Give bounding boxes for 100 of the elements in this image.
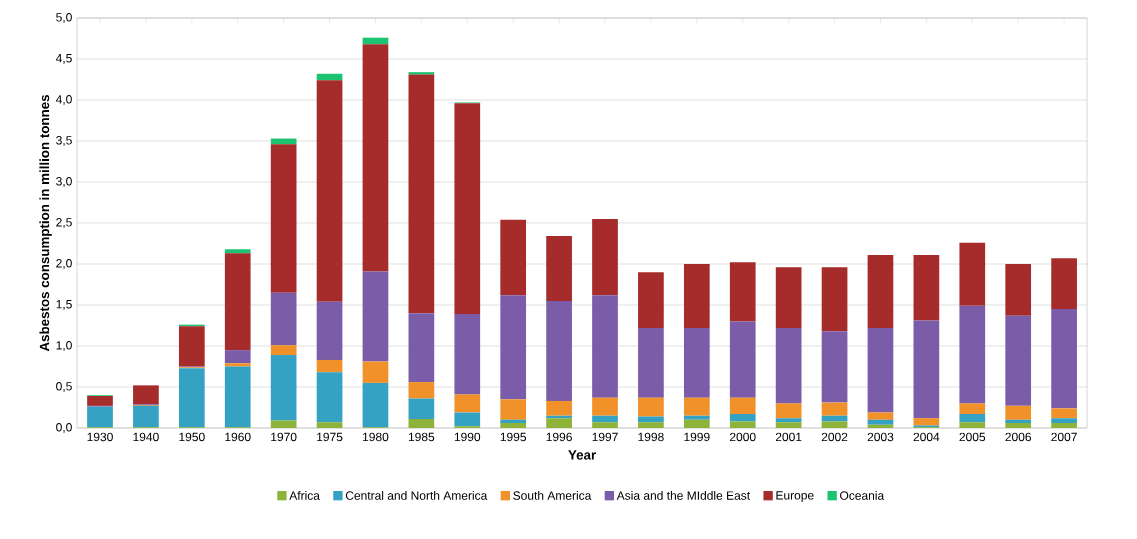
- legend-label: Asia and the MIddle East: [616, 491, 750, 500]
- bar: [867, 412, 894, 420]
- bar: [592, 218, 618, 296]
- bar: [638, 272, 664, 328]
- bar: [959, 305, 986, 404]
- x-tick-label: 1995: [500, 432, 527, 442]
- legend-label: Oceania: [840, 491, 885, 500]
- bar: [270, 144, 297, 293]
- bar: [683, 327, 710, 398]
- x-tick-label: 1997: [592, 432, 618, 442]
- bar: [729, 414, 756, 422]
- bar: [224, 363, 251, 367]
- bar: [867, 419, 894, 425]
- bar: [316, 301, 343, 360]
- bar: [729, 421, 756, 428]
- bar: [454, 412, 481, 427]
- bar: [546, 236, 572, 301]
- bar: [500, 219, 527, 296]
- bar: [500, 419, 527, 424]
- bar: [683, 419, 710, 428]
- x-tick-label: 1998: [638, 432, 664, 442]
- bar: [592, 415, 618, 423]
- x-tick-label: 1985: [408, 432, 435, 442]
- x-tick-label: 1930: [87, 432, 113, 442]
- x-tick-label: 1970: [271, 432, 297, 442]
- bar: [408, 382, 435, 399]
- bar: [546, 300, 572, 401]
- bar: [821, 331, 848, 403]
- bar: [454, 103, 481, 315]
- legend-label: Europe: [776, 491, 814, 502]
- bar: [362, 44, 389, 272]
- y-tick-label: 0,5: [56, 382, 72, 392]
- legend-label: Central and North America: [345, 491, 488, 500]
- x-tick-label: 2000: [729, 432, 756, 442]
- bar: [592, 397, 618, 416]
- bar: [729, 397, 756, 415]
- bar: [362, 361, 389, 383]
- bar: [224, 350, 251, 364]
- bar: [959, 403, 986, 415]
- bar: [867, 327, 894, 413]
- bar: [224, 366, 251, 428]
- bar: [683, 264, 710, 328]
- bar: [775, 422, 802, 428]
- x-tick-label: 2005: [959, 432, 986, 442]
- bar: [316, 359, 343, 373]
- y-tick-label: 5,0: [56, 13, 72, 23]
- bar: [87, 396, 113, 406]
- y-tick-label: 4,5: [55, 54, 72, 64]
- bar: [592, 422, 618, 428]
- bar: [454, 394, 481, 413]
- bar: [546, 418, 572, 428]
- x-tick-label: 2002: [821, 432, 848, 442]
- bar: [1051, 423, 1077, 428]
- bar: [821, 402, 848, 416]
- bar: [913, 254, 940, 321]
- bar: [178, 368, 205, 428]
- bar: [408, 398, 435, 419]
- bar: [821, 421, 848, 428]
- bar: [1005, 405, 1032, 420]
- bar: [959, 422, 986, 428]
- y-tick-label: 3,5: [56, 136, 72, 146]
- x-tick-label: 1996: [546, 432, 572, 442]
- x-tick-label: 1990: [454, 432, 481, 442]
- bar: [270, 345, 297, 356]
- bar: [270, 355, 297, 421]
- legend-label: Africa: [289, 491, 320, 500]
- bar: [1051, 408, 1077, 419]
- bar: [87, 406, 113, 428]
- bar: [133, 385, 159, 405]
- bar: [316, 372, 343, 423]
- bar: [959, 414, 986, 423]
- bar: [1005, 315, 1032, 406]
- bar: [224, 249, 251, 254]
- x-tick-label: 1999: [684, 432, 710, 442]
- bar: [133, 405, 159, 428]
- y-tick-label: 2,0: [56, 259, 72, 269]
- bar: [408, 74, 435, 314]
- bar: [729, 321, 756, 398]
- y-tick-label: 3,0: [56, 177, 72, 187]
- bar: [408, 72, 435, 75]
- bar: [270, 420, 297, 428]
- bar: [224, 253, 251, 351]
- x-tick-label: 2006: [1005, 432, 1032, 442]
- bar: [775, 418, 802, 423]
- bar: [592, 295, 618, 398]
- x-tick-label: 1975: [317, 432, 343, 442]
- bar: [913, 418, 940, 426]
- bar: [178, 326, 205, 367]
- x-tick-label: 1940: [133, 432, 159, 442]
- bar: [775, 403, 802, 419]
- y-tick-label: 1,0: [56, 341, 72, 351]
- bar: [775, 267, 802, 328]
- bar: [362, 271, 389, 362]
- x-tick-label: 2004: [913, 432, 940, 442]
- bar: [638, 422, 664, 428]
- bar: [270, 292, 297, 346]
- bar: [683, 397, 710, 416]
- y-tick-label: 0,0: [56, 423, 72, 433]
- bar: [1005, 264, 1032, 316]
- bar: [1005, 419, 1032, 424]
